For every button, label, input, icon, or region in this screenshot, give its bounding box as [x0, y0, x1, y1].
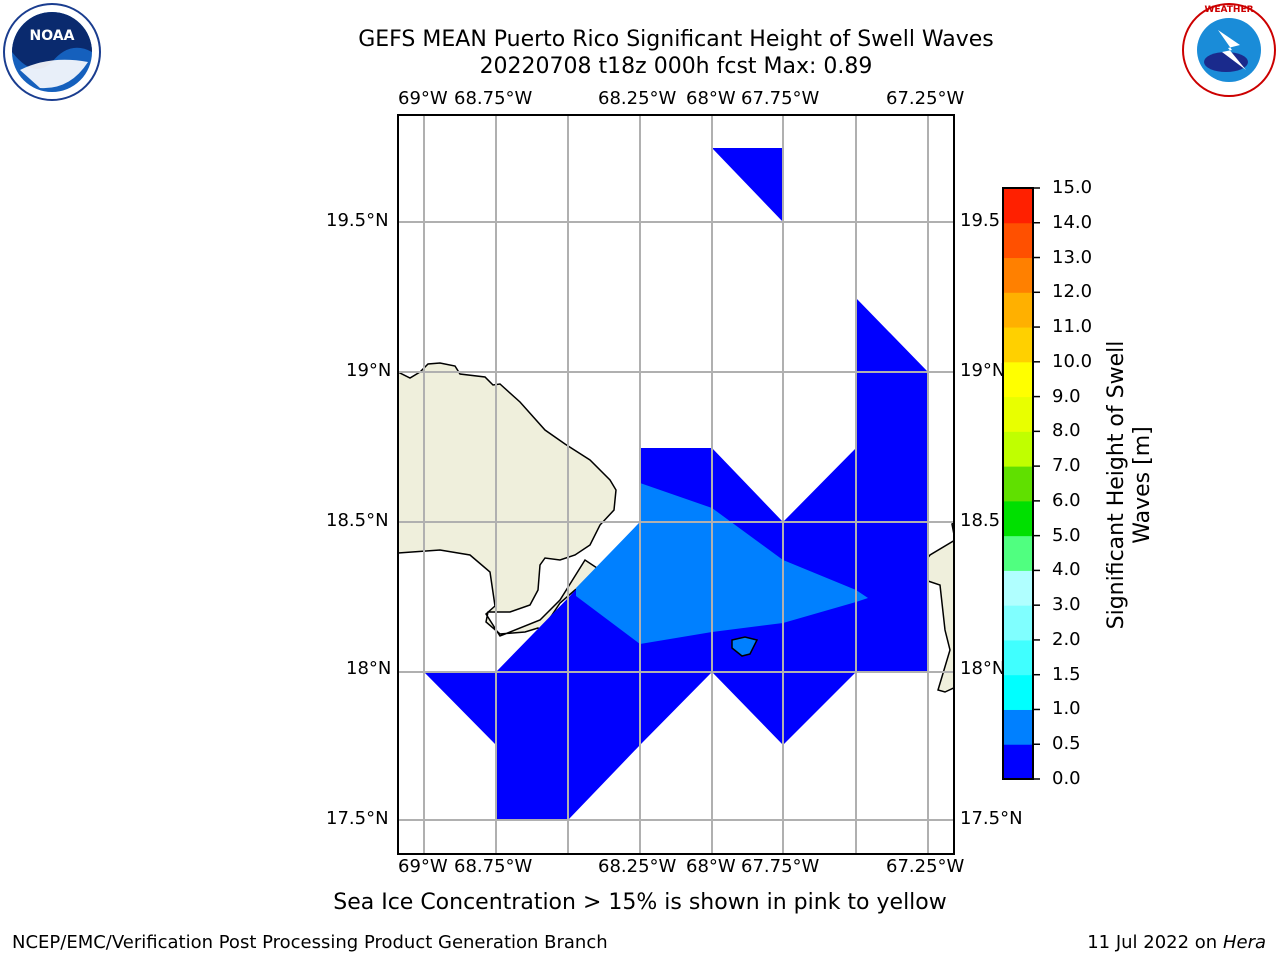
lon-label-bottom-68w: 68°W	[686, 856, 736, 877]
lon-label-top-68w: 68°W	[686, 88, 736, 109]
colorbar-segment	[1003, 257, 1033, 293]
lon-label-top-68-25w: 68.25°W	[598, 88, 677, 109]
lon-label-top-67-75w: 67.75°W	[741, 88, 820, 109]
colorbar-segment	[1003, 327, 1033, 363]
colorbar-segment	[1003, 744, 1033, 780]
lon-label-bottom-68-75w: 68.75°W	[454, 856, 533, 877]
colorbar-tick-label: 2.0	[1052, 628, 1081, 650]
lat-label-left-18-5n: 18.5°N	[326, 510, 389, 531]
lon-label-top-67-25w: 67.25°W	[886, 88, 965, 109]
land-mona-island	[731, 636, 759, 657]
colorbar-tick-label: 8.0	[1052, 420, 1081, 442]
colorbar-segment	[1003, 500, 1033, 537]
colorbar-tick-label: 0.0	[1052, 768, 1081, 789]
lat-label-left-19-5n: 19.5°N	[326, 210, 389, 231]
lat-label-left-17-5n: 17.5°N	[326, 808, 389, 829]
colorbar-tick-label: 11.0	[1052, 316, 1093, 338]
svg-text:WEATHER: WEATHER	[1204, 5, 1253, 15]
colorbar-tick-label: 13.0	[1052, 246, 1093, 268]
lon-label-bottom-68-25w: 68.25°W	[598, 856, 677, 877]
lat-label-right-17-5n: 17.5°N	[960, 808, 1023, 829]
colorbar-frame	[1002, 187, 1034, 780]
svg-text:NOAA: NOAA	[30, 28, 75, 44]
colorbar-tick-label: 15.0	[1052, 177, 1093, 198]
colorbar-segment	[1003, 570, 1033, 606]
chart-title: GEFS MEAN Puerto Rico Significant Height…	[358, 27, 994, 52]
land-hispaniola	[398, 362, 617, 641]
colorbar-tick-label: 1.5	[1052, 663, 1081, 685]
colorbar	[1003, 187, 1040, 780]
colorbar-tick-label: 6.0	[1052, 489, 1081, 511]
lon-label-bottom-67-25w: 67.25°W	[886, 856, 965, 877]
colorbar-segment	[1003, 639, 1033, 676]
colorbar-segment	[1003, 222, 1033, 259]
lon-label-top-68-75w: 68.75°W	[454, 88, 533, 109]
colorbar-tick-label: 5.0	[1052, 524, 1081, 546]
colorbar-segment	[1003, 361, 1033, 398]
lat-label-right-19n: 19°N	[960, 360, 1006, 381]
lon-label-bottom-69w: 69°W	[398, 856, 448, 877]
colorbar-segment	[1003, 431, 1033, 467]
colorbar-segment	[1003, 466, 1033, 502]
map-gridlines	[398, 115, 954, 854]
chart-subtitle: 20220708 t18z 000h fcst Max: 0.89	[479, 54, 873, 79]
swell-band-0.5-1.0	[576, 483, 868, 644]
colorbar-segment	[1003, 292, 1033, 328]
colorbar-tick-label: 12.0	[1052, 281, 1093, 303]
lat-label-right-18-5n: 18.5	[960, 510, 1001, 531]
noaa-logo: NOAA	[3, 3, 101, 101]
colorbar-segment	[1003, 396, 1033, 432]
colorbar-tick-label: 0.5	[1052, 733, 1081, 755]
map-frame	[397, 114, 955, 855]
sea-ice-note: Sea Ice Concentration > 15% is shown in …	[333, 890, 947, 915]
colorbar-segment	[1003, 188, 1033, 224]
footer-credit: NCEP/EMC/Verification Post Processing Pr…	[12, 932, 608, 953]
colorbar-label-text: Significant Height of Swell Waves [m]	[1104, 340, 1155, 630]
colorbar-segment	[1003, 674, 1033, 710]
colorbar-segment	[1003, 535, 1033, 571]
lon-label-top-69w: 69°W	[398, 88, 448, 109]
colorbar-tick-label: 3.0	[1052, 594, 1081, 616]
footer-date-text: 11 Jul 2022 on	[1087, 932, 1223, 953]
land-puerto-rico	[921, 522, 954, 693]
footer-host: Hera	[1222, 932, 1266, 953]
lat-label-left-18n: 18°N	[346, 658, 392, 679]
lat-label-left-19n: 19°N	[346, 360, 392, 381]
colorbar-tick-label: 7.0	[1052, 455, 1081, 477]
nws-logo: WEATHER	[1182, 3, 1276, 97]
footer-date: 11 Jul 2022 on Hera	[1087, 932, 1266, 953]
colorbar-tick-label: 9.0	[1052, 385, 1081, 407]
colorbar-segment	[1003, 605, 1033, 641]
lat-label-right-19-5n: 19.5	[960, 210, 1001, 231]
colorbar-tick-label: 1.0	[1052, 698, 1081, 720]
colorbar-tick-label: 10.0	[1052, 350, 1093, 372]
lon-label-bottom-67-75w: 67.75°W	[741, 856, 820, 877]
colorbar-tick-label: 14.0	[1052, 211, 1093, 233]
colorbar-segment	[1003, 709, 1033, 745]
lat-label-right-18n: 18°N	[960, 658, 1006, 679]
colorbar-tick-label: 4.0	[1052, 559, 1081, 581]
